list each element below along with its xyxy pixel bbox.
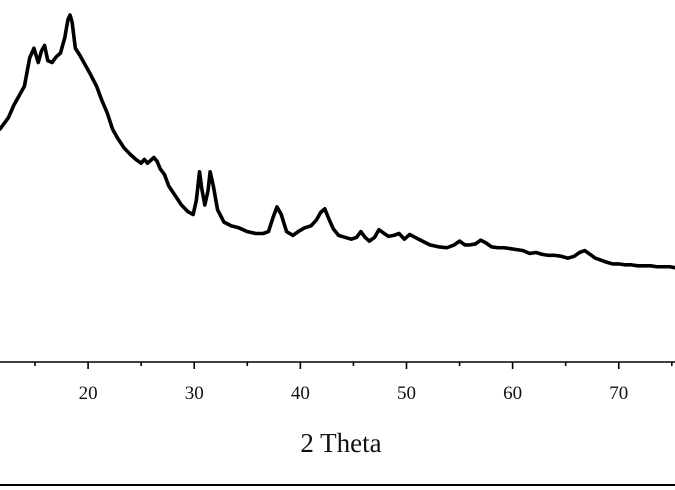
x-tick-label: 70 [609,383,628,404]
series-line [0,13,675,270]
x-tick-label: 60 [503,383,522,404]
x-axis-title: 2 Theta [300,428,381,458]
x-tick-label: 40 [291,383,310,404]
x-tick-label: 50 [397,383,416,404]
x-axis-tick-labels: 20 30 40 50 60 70 [79,383,629,404]
x-tick-label: 30 [185,383,204,404]
x-axis-ticks [34,362,673,369]
x-tick-label: 20 [79,383,98,404]
